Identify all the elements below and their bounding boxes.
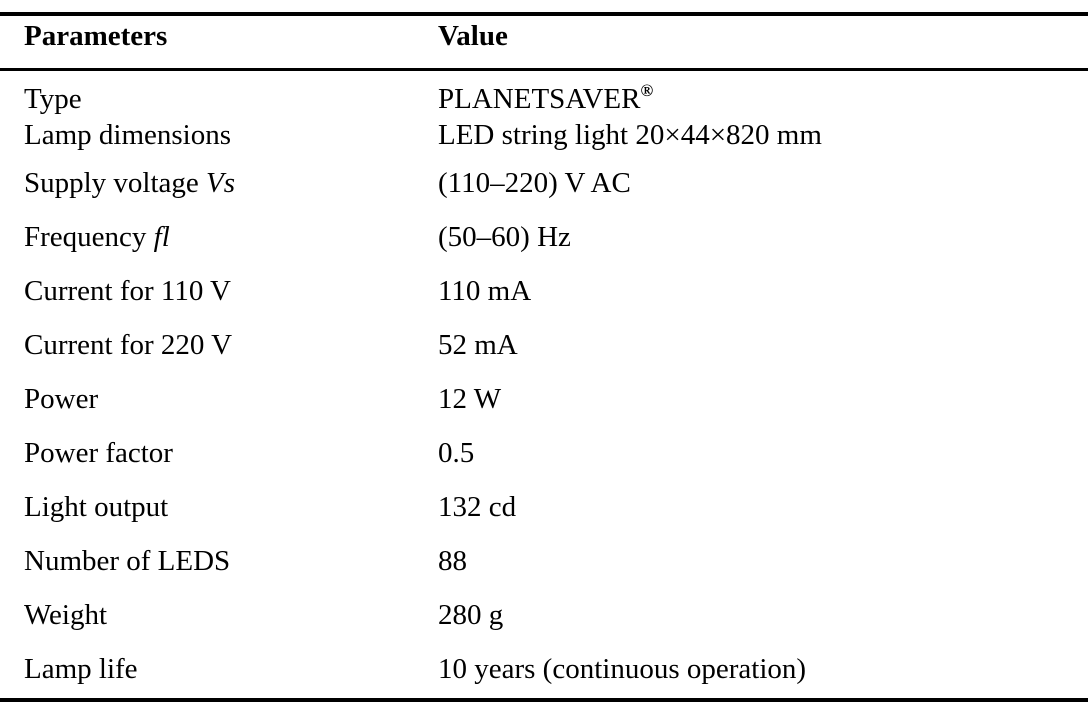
param-symbol: fl [153, 221, 170, 253]
header-parameters: Parameters [24, 20, 168, 52]
param-type: Type [24, 82, 82, 116]
header-value: Value [438, 20, 508, 52]
table-top-rule [0, 12, 1088, 16]
table-header-rule [0, 68, 1088, 71]
value-power: 12 W [438, 383, 502, 415]
value-number-of-leds: 88 [438, 545, 467, 577]
value-lamp-life: 10 years (continuous operation) [438, 653, 807, 685]
value-light-output: 132 cd [438, 491, 517, 523]
param-lamp-dimensions: Lamp dimensions [24, 119, 232, 151]
value-lamp-dimensions: LED string light 20×44×820 mm [438, 119, 822, 151]
param-symbol: Vs [206, 167, 236, 199]
value-type: PLANETSAVER® [438, 82, 653, 116]
value-weight: 280 g [438, 599, 504, 631]
param-power: Power [24, 383, 99, 415]
param-supply-voltage: Supply voltage Vs [24, 166, 235, 200]
param-current-110: Current for 110 V [24, 275, 231, 307]
value-power-factor: 0.5 [438, 437, 475, 469]
param-light-output: Light output [24, 491, 169, 523]
param-number-of-leds: Number of LEDS [24, 545, 231, 577]
value-frequency: (50–60) Hz [438, 221, 571, 253]
param-frequency: Frequency fl [24, 220, 170, 254]
param-weight: Weight [24, 599, 108, 631]
registered-mark: ® [640, 81, 654, 100]
param-lamp-life: Lamp life [24, 653, 138, 685]
value-current-110: 110 mA [438, 275, 532, 307]
value-supply-voltage: (110–220) V AC [438, 167, 631, 199]
param-power-factor: Power factor [24, 437, 173, 469]
value-text: PLANETSAVER [438, 83, 641, 115]
param-label: Frequency [24, 221, 147, 253]
clipped-caption [0, 0, 1088, 11]
param-current-220: Current for 220 V [24, 329, 233, 361]
param-label: Type [24, 83, 82, 115]
value-current-220: 52 mA [438, 329, 518, 361]
param-label: Supply voltage [24, 167, 199, 199]
table-bottom-rule [0, 698, 1088, 702]
